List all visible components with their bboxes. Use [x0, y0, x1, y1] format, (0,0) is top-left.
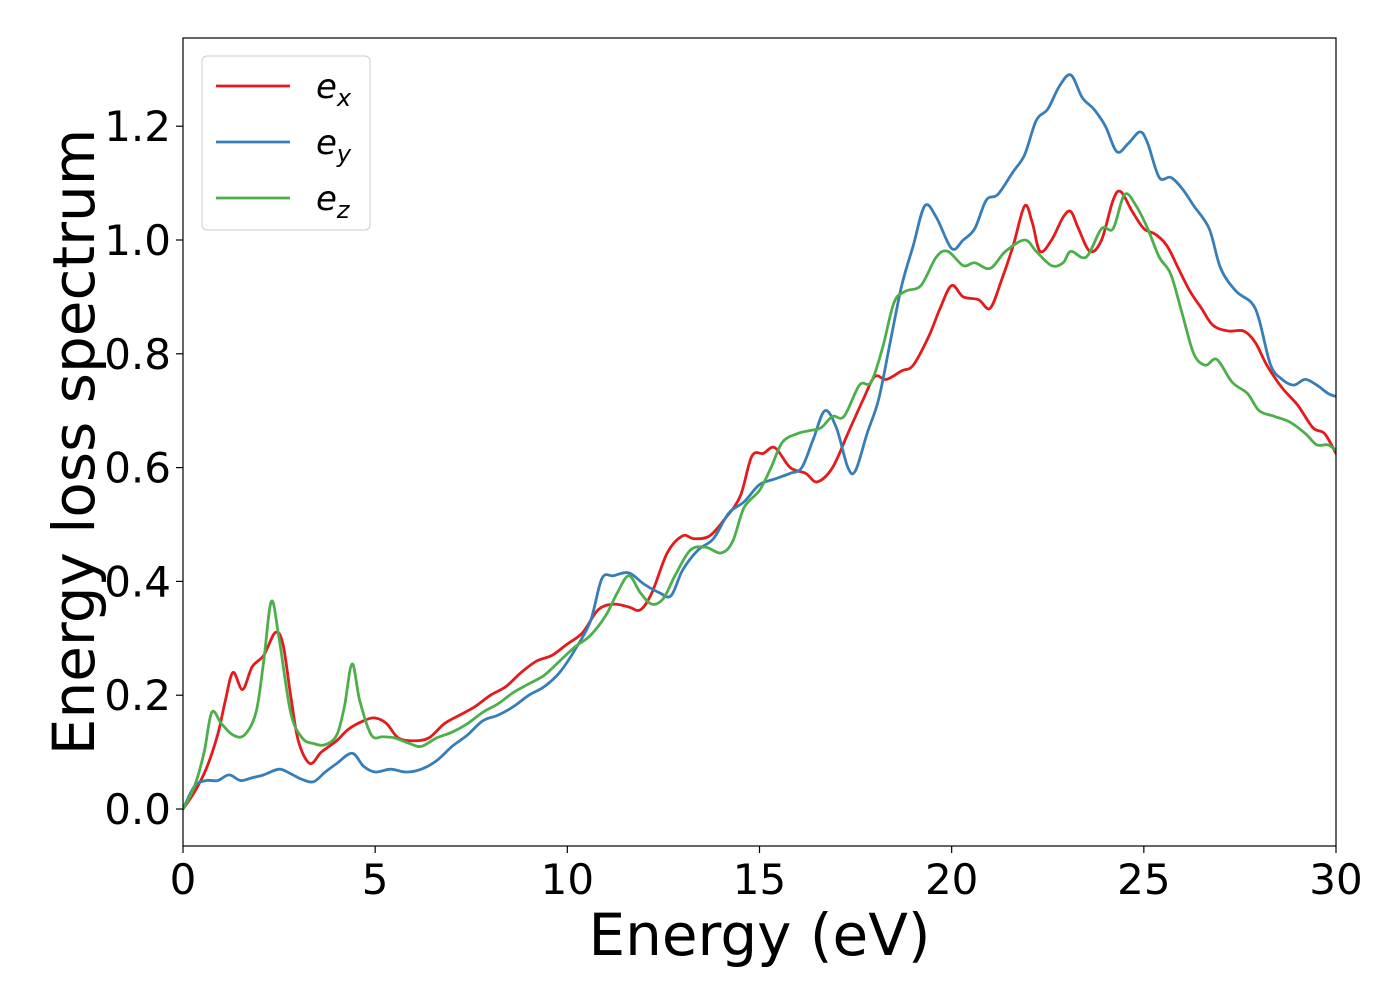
- y-tick-label: 0.0: [104, 785, 171, 834]
- y-tick-label: 1.2: [104, 102, 171, 151]
- y-tick-label: 0.8: [104, 330, 171, 379]
- x-axis-label: Energy (eV): [588, 901, 930, 969]
- y-tick-label: 0.6: [104, 444, 171, 493]
- x-tick-label: 30: [1309, 855, 1362, 904]
- y-axis-ticks: 0.0 0.2 0.4 0.6 0.8 1.0 1.2: [104, 102, 183, 834]
- x-tick-label: 20: [925, 855, 978, 904]
- x-tick-label: 15: [733, 855, 786, 904]
- x-tick-label: 5: [362, 855, 389, 904]
- y-tick-label: 0.2: [104, 671, 171, 720]
- series-lines: [183, 73, 1336, 811]
- legend-label-y: ey: [316, 123, 352, 168]
- x-tick-label: 0: [170, 855, 197, 904]
- y-tick-label: 0.4: [104, 557, 171, 606]
- y-tick-label: 1.0: [104, 216, 171, 265]
- series-line-z: [183, 192, 1336, 811]
- legend: ex ey ez: [201, 55, 371, 231]
- x-axis-ticks: 0 5 10 15 20 25 30: [170, 846, 1363, 904]
- series-line-x: [183, 189, 1336, 811]
- y-axis-label: Energy loss spectrum: [40, 129, 108, 755]
- x-tick-label: 25: [1117, 855, 1170, 904]
- series-line-y: [183, 73, 1336, 811]
- x-tick-label: 10: [541, 855, 594, 904]
- legend-label-z: ez: [316, 179, 351, 224]
- legend-label-x: ex: [316, 67, 352, 112]
